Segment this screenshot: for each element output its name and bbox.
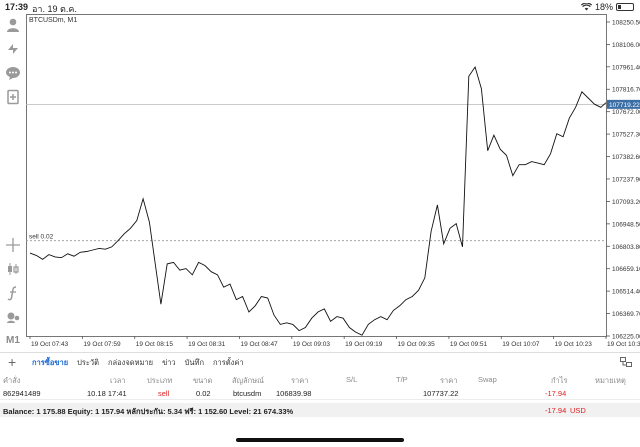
y-tick-label: 106948.50 — [612, 221, 640, 228]
price-series-line — [29, 65, 607, 336]
crosshair-icon[interactable] — [4, 236, 22, 254]
y-tick-label: 106659.10 — [612, 266, 640, 273]
status-right: 18% — [580, 2, 634, 12]
status-bar: 17:39 อา. 19 ต.ค. 18% — [0, 0, 640, 14]
add-icon[interactable]: + — [8, 354, 17, 370]
position-row[interactable]: 862941489 10.18 17:41 sell 0.02 btcusdm … — [0, 388, 640, 400]
tab-2[interactable]: กล่องจดหมาย — [108, 358, 154, 367]
y-tick-label: 106514.40 — [612, 289, 640, 296]
status-date: อา. 19 ต.ค. — [32, 4, 77, 14]
x-tick-label: 19 Oct 08:47 — [240, 341, 278, 348]
x-tick-label: 19 Oct 07:59 — [83, 341, 121, 348]
col-order: คำสั่ง — [3, 376, 21, 385]
chart-symbol: BTCUSDm, M1 — [29, 17, 78, 24]
x-tick-label: 19 Oct 10:39 — [607, 341, 640, 348]
account-summary: Balance: 1 175.88 Equity: 1 157.94 หลักป… — [3, 407, 294, 416]
row-open-price: 106839.98 — [276, 389, 312, 398]
col-comment: หมายเหตุ — [595, 376, 626, 385]
wifi-icon — [580, 3, 592, 11]
y-tick-label: 106803.80 — [612, 244, 640, 251]
tab-1[interactable]: ประวัติ — [77, 358, 100, 367]
current-price-box — [607, 99, 640, 109]
person-icon[interactable] — [4, 16, 22, 34]
y-tick-label: 107237.90 — [612, 176, 640, 183]
x-tick-label: 19 Oct 07:43 — [31, 341, 69, 348]
sell-order-label: sell 0.02 — [29, 234, 54, 241]
col-open-price: ราคา — [291, 376, 309, 385]
col-tp: T/P — [396, 375, 408, 384]
col-type: ประเภท — [147, 376, 173, 385]
y-tick-label: 106225.00 — [612, 334, 640, 341]
y-tick-label: 108106.00 — [612, 42, 640, 49]
col-price: ราคา — [440, 376, 458, 385]
row-symbol: btcusdm — [233, 389, 262, 398]
left-toolbar: M1 — [0, 14, 26, 352]
tab-4[interactable]: บันทึก — [184, 358, 205, 367]
y-tick-label: 107672.00 — [612, 109, 640, 116]
x-tick-label: 19 Oct 08:31 — [188, 341, 226, 348]
tab-0[interactable]: การซื้อขาย — [32, 358, 69, 367]
col-time: เวลา — [110, 376, 126, 385]
x-tick-label: 19 Oct 09:19 — [345, 341, 383, 348]
col-sl: S/L — [346, 375, 358, 384]
table-header: คำสั่ง เวลา ประเภท ขนาด สัญลักษณ์ ราคา S… — [0, 374, 640, 386]
x-tick-label: 19 Oct 09:03 — [293, 341, 331, 348]
tab-5[interactable]: การตั้งค่า — [213, 358, 244, 367]
battery-percent: 18% — [594, 2, 613, 12]
col-profit: กำไร — [551, 376, 568, 385]
new-order-icon[interactable] — [4, 88, 22, 106]
row-size: 0.02 — [196, 389, 211, 398]
tab-3[interactable]: ข่าว — [162, 358, 176, 367]
account-profit: -17.94 — [545, 406, 567, 415]
row-profit: -17.94 — [545, 389, 567, 398]
y-tick-label: 108250.50 — [612, 20, 640, 27]
y-tick-label: 107527.30 — [612, 132, 640, 139]
status-time: 17:39 — [5, 2, 29, 12]
tab-list: การซื้อขาย ประวัติ กล่องจดหมาย ข่าว บันทึก กา… — [32, 357, 244, 369]
col-swap: Swap — [478, 375, 497, 384]
home-indicator — [236, 438, 404, 442]
x-tick-label: 19 Oct 09:35 — [398, 341, 436, 348]
y-tick-label: 107093.20 — [612, 199, 640, 206]
y-tick-label: 107382.60 — [612, 154, 640, 161]
balance-bar: Balance: 1 175.88 Equity: 1 157.94 หลักป… — [0, 403, 640, 417]
y-tick-label: 106369.70 — [612, 311, 640, 318]
battery-icon — [616, 3, 634, 11]
x-tick-label: 19 Oct 10:07 — [502, 341, 540, 348]
price-chart[interactable]: BTCUSDm, M1 108250.50 108106.00 107961.40 1… — [26, 14, 640, 352]
x-tick-label: 19 Oct 08:15 — [136, 341, 174, 348]
current-price-label: 107719.22 — [609, 102, 640, 109]
x-tick-label: 19 Oct 10:23 — [555, 341, 593, 348]
chart-frame — [26, 14, 607, 337]
tabs-bar: + การซื้อขาย ประวัติ กล่องจดหมาย ข่าว บันทึก… — [0, 352, 640, 370]
chat-icon[interactable] — [4, 64, 22, 82]
account-currency: USD — [570, 406, 586, 415]
trade-icon[interactable] — [4, 40, 22, 58]
candles-icon[interactable] — [4, 260, 22, 278]
indicator-icon[interactable] — [4, 284, 22, 302]
objects-icon[interactable] — [4, 308, 22, 326]
row-time: 10.18 17:41 — [87, 389, 127, 398]
row-price: 107737.22 — [423, 389, 459, 398]
chart-canvas[interactable]: 108250.50 108106.00 107961.40 107816.70 1076… — [26, 14, 640, 352]
y-tick-label: 107816.70 — [612, 87, 640, 94]
layout-icon[interactable] — [620, 357, 632, 367]
row-type: sell — [158, 389, 170, 398]
row-order: 862941489 — [3, 389, 41, 398]
timeframe-label[interactable]: M1 — [6, 335, 20, 346]
col-size: ขนาด — [193, 376, 213, 385]
x-tick-label: 19 Oct 09:51 — [450, 341, 488, 348]
y-tick-label: 107961.40 — [612, 64, 640, 71]
col-symbol: สัญลักษณ์ — [232, 376, 265, 385]
